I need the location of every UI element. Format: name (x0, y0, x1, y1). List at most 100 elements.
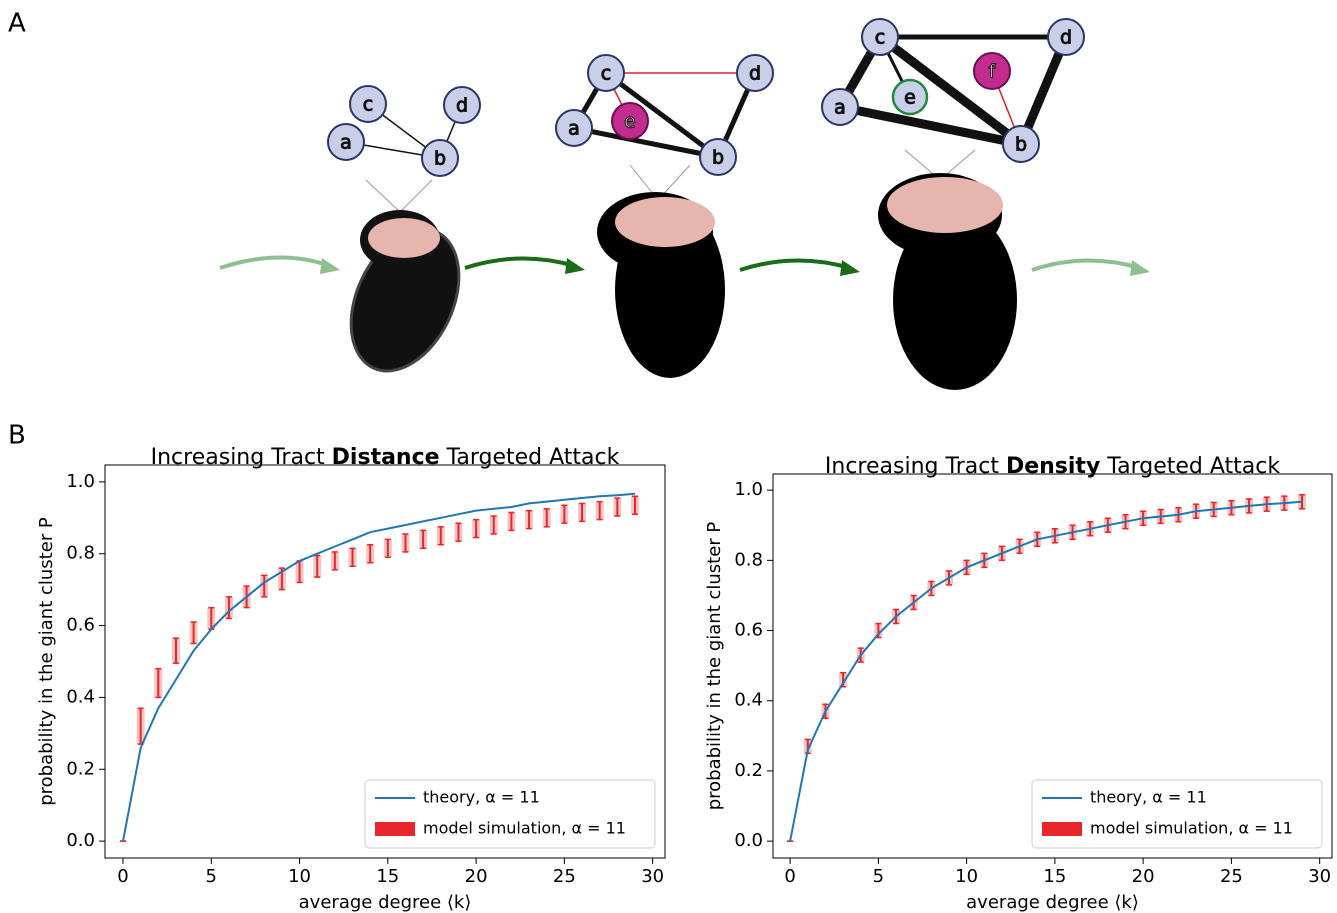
network: c d a b (327, 85, 481, 177)
node-label: a (834, 97, 846, 119)
network: c d a e f b (821, 18, 1085, 163)
error-bar (454, 522, 463, 542)
node-label: b (1015, 134, 1027, 156)
node-label: f (989, 61, 997, 83)
x-tick-label: 5 (206, 866, 217, 887)
error-bar (401, 533, 410, 553)
theory-line (789, 500, 1303, 842)
error-bar (542, 508, 551, 528)
error-bar (119, 840, 128, 843)
node-label: c (363, 94, 373, 116)
node-label: a (340, 132, 352, 154)
title-part: Distance (332, 445, 440, 470)
error-bar (171, 637, 180, 665)
x-tick-label: 0 (117, 866, 128, 887)
panel-label: A (8, 9, 26, 39)
error-bar (472, 518, 481, 539)
error-bar (366, 543, 375, 564)
network: c d a e b (555, 54, 774, 176)
y-tick-label: 0.2 (66, 758, 95, 779)
node-label: c (875, 27, 885, 49)
y-tick-label: 0.8 (734, 549, 763, 570)
node-label: d (1060, 27, 1072, 49)
y-axis-label: probability in the giant cluster P (36, 517, 57, 806)
node-label: d (456, 95, 468, 117)
error-bar (489, 515, 498, 535)
error-bar (189, 621, 198, 645)
title-part: Targeted Attack (1106, 454, 1280, 479)
chart-title: Increasing Tract Density Targeted Attack (825, 454, 1280, 479)
y-tick-label: 1.0 (66, 471, 95, 492)
legend-swatch (1042, 822, 1082, 836)
error-bar (207, 606, 216, 630)
y-tick-label: 0.8 (66, 543, 95, 564)
arrows (219, 255, 1150, 276)
error-bar (560, 504, 569, 524)
node-label: e (624, 111, 636, 133)
legend-box (1031, 779, 1323, 849)
chart-title: Increasing Tract Distance Targeted Attac… (151, 445, 620, 470)
y-axis-label: probability in the giant cluster P (704, 522, 725, 811)
x-tick-label: 25 (553, 866, 576, 887)
x-tick-label: 5 (873, 866, 884, 887)
error-bar (578, 502, 587, 523)
error-bar (154, 667, 163, 699)
node-label: a (568, 118, 580, 140)
node-label: e (904, 87, 916, 109)
x-tick-label: 30 (641, 866, 664, 887)
axes-frame (772, 473, 1333, 859)
error-bar (330, 551, 339, 571)
legend-label: model simulation, α = 11 (423, 819, 626, 838)
error-bar (595, 500, 604, 521)
x-tick-label: 25 (1220, 866, 1243, 887)
embryos (349, 149, 1017, 390)
error-bar (613, 497, 622, 517)
legend-box (364, 779, 656, 849)
node-label: c (601, 63, 611, 85)
y-tick-label: 0.2 (734, 760, 763, 781)
error-bar (136, 707, 145, 745)
title-part: Targeted Attack (446, 445, 620, 470)
x-tick-label: 15 (1043, 866, 1066, 887)
error-bar (260, 574, 269, 598)
x-tick-label: 20 (465, 866, 488, 887)
error-bar (224, 596, 233, 620)
y-tick-label: 1.0 (734, 479, 763, 500)
node-label: b (434, 148, 446, 170)
title-part: Density (1006, 454, 1100, 479)
x-tick-label: 0 (784, 866, 795, 887)
theory-line (122, 492, 636, 842)
x-axis-label: average degree ⟨k⟩ (966, 892, 1139, 913)
y-tick-label: 0.6 (66, 615, 95, 636)
x-axis-label: average degree ⟨k⟩ (299, 892, 472, 913)
error-bar (295, 560, 304, 584)
x-tick-label: 10 (288, 866, 311, 887)
axes-frame (104, 464, 666, 859)
error-bar (786, 840, 795, 843)
x-tick-label: 10 (955, 866, 978, 887)
title-part: Increasing Tract (151, 445, 325, 470)
y-tick-label: 0.0 (734, 830, 763, 851)
legend-label: model simulation, α = 11 (1090, 819, 1293, 838)
node-label: b (712, 147, 724, 169)
error-bar (630, 495, 639, 515)
error-bar (436, 526, 445, 546)
error-bar (419, 529, 428, 550)
y-tick-label: 0.4 (66, 686, 95, 707)
legend-label: theory, α = 11 (423, 788, 540, 807)
x-tick-label: 15 (376, 866, 399, 887)
y-tick-label: 0.6 (734, 620, 763, 641)
error-bar (525, 509, 534, 530)
title-part: Increasing Tract (825, 454, 999, 479)
x-tick-label: 30 (1308, 866, 1331, 887)
legend-swatch (375, 822, 415, 836)
y-tick-label: 0.0 (66, 830, 95, 851)
error-bar (348, 547, 357, 568)
legend-label: theory, α = 11 (1090, 788, 1207, 807)
x-tick-label: 20 (1132, 866, 1155, 887)
node-label: d (749, 63, 761, 85)
error-bar (507, 511, 516, 532)
y-tick-label: 0.4 (734, 690, 763, 711)
error-bar (313, 554, 322, 578)
